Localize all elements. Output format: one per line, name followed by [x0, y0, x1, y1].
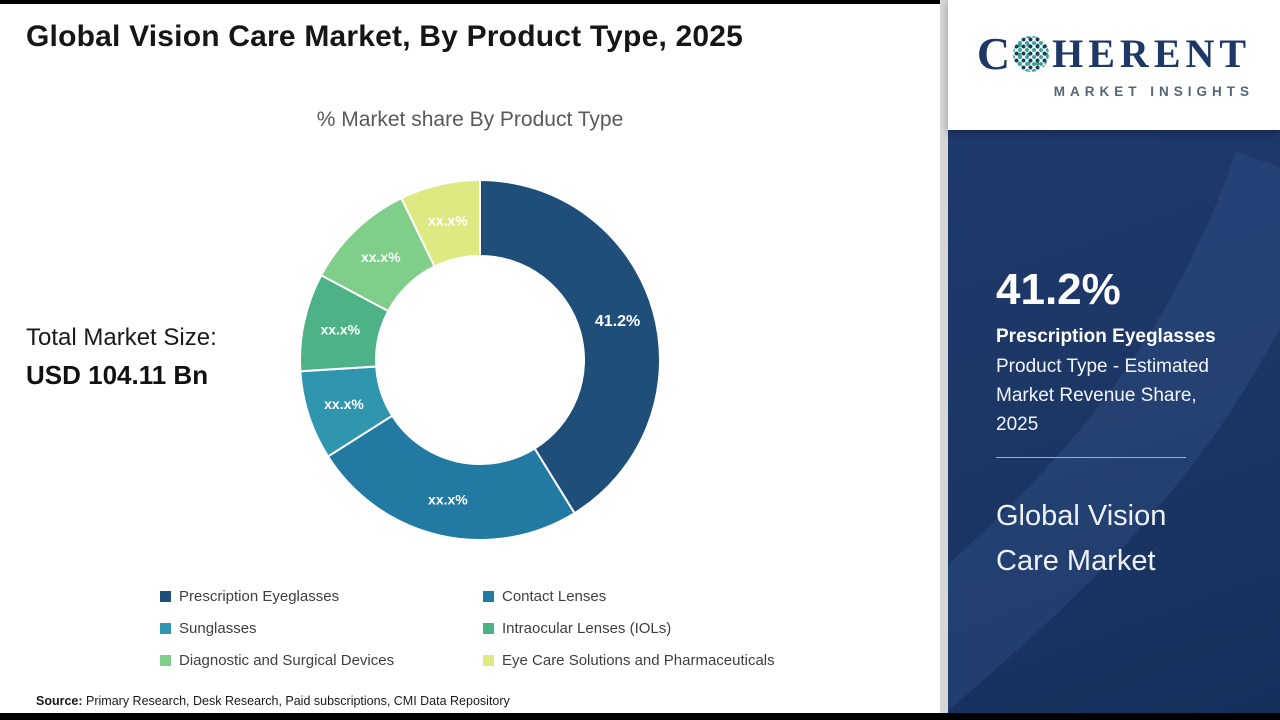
legend-swatch-icon [160, 655, 171, 666]
legend-item-5: Eye Care Solutions and Pharmaceuticals [483, 652, 860, 669]
source-label: Source: [36, 694, 83, 708]
vertical-divider [940, 0, 948, 720]
chart-legend: Prescription Eyeglasses Contact Lenses Sun… [160, 588, 860, 669]
legend-label: Sunglasses [179, 620, 257, 637]
sidebar: C HERENT MARKET INSIGHTS 41.2% Prescript… [948, 0, 1280, 720]
legend-label: Eye Care Solutions and Pharmaceuticals [502, 652, 775, 669]
highlight-stat-label: Prescription Eyeglasses [996, 326, 1216, 347]
slice-label-0: 41.2% [595, 313, 640, 330]
sidebar-decoration [948, 130, 1280, 720]
total-market-value: USD 104.11 Bn [26, 360, 209, 390]
legend-item-1: Contact Lenses [483, 588, 860, 605]
logo-letters-rest: HERENT [1052, 31, 1252, 76]
top-border [0, 0, 948, 4]
bottom-border [0, 713, 1280, 720]
source-text: Primary Research, Desk Research, Paid su… [82, 694, 510, 708]
slice-label-4: xx.x% [361, 249, 401, 265]
legend-label: Intraocular Lenses (IOLs) [502, 620, 672, 637]
page-title: Global Vision Care Market, By Product Ty… [26, 20, 744, 53]
donut-chart-svg: 41.2% xx.x% xx.x% xx.x% xx.x% xx.x% [299, 178, 661, 541]
legend-label: Prescription Eyeglasses [179, 588, 340, 605]
legend-swatch-icon [483, 655, 494, 666]
logo-letter-c: C [976, 28, 1011, 79]
total-market-label: Total Market Size: [26, 324, 217, 351]
donut-slice-1 [326, 414, 576, 541]
logo-globe-icon [1013, 36, 1050, 72]
chart-subtitle: % Market share By Product Type [316, 108, 624, 131]
brand-logo-row: C HERENT [977, 31, 1251, 77]
stat-divider-line [996, 457, 1186, 458]
donut-slice-5 [399, 178, 481, 268]
donut-chart: 41.2% xx.x% xx.x% xx.x% xx.x% xx.x% [290, 170, 670, 550]
total-market-block: Total Market Size: USD 104.11 Bn [26, 324, 286, 391]
brand-logo-subtext: MARKET INSIGHTS [1053, 84, 1254, 99]
legend-item-2: Sunglasses [160, 620, 483, 637]
market-name: Global Vision Care Market [996, 500, 1167, 577]
highlight-stat-value: 41.2% [996, 265, 1121, 314]
donut-slice-0 [479, 178, 661, 515]
legend-swatch-icon [160, 623, 171, 634]
legend-label: Contact Lenses [502, 588, 607, 605]
slice-label-3: xx.x% [320, 322, 360, 338]
slice-label-2: xx.x% [324, 396, 364, 412]
legend-swatch-icon [160, 591, 171, 602]
legend-swatch-icon [483, 623, 494, 634]
source-line: Source: Primary Research, Desk Research,… [36, 694, 510, 708]
legend-item-4: Diagnostic and Surgical Devices [160, 652, 483, 669]
slice-label-1: xx.x% [428, 491, 468, 507]
swirl-curve [948, 151, 1280, 711]
slice-label-5: xx.x% [428, 213, 468, 229]
legend-label: Diagnostic and Surgical Devices [179, 652, 395, 669]
legend-item-0: Prescription Eyeglasses [160, 588, 483, 605]
legend-swatch-icon [483, 591, 494, 602]
legend-item-3: Intraocular Lenses (IOLs) [483, 620, 860, 637]
highlight-stat-description: Product Type - Estimated Market Revenue … [996, 356, 1209, 435]
main-chart-area: Global Vision Care Market, By Product Ty… [0, 0, 948, 708]
brand-logo: C HERENT MARKET INSIGHTS [948, 0, 1280, 130]
